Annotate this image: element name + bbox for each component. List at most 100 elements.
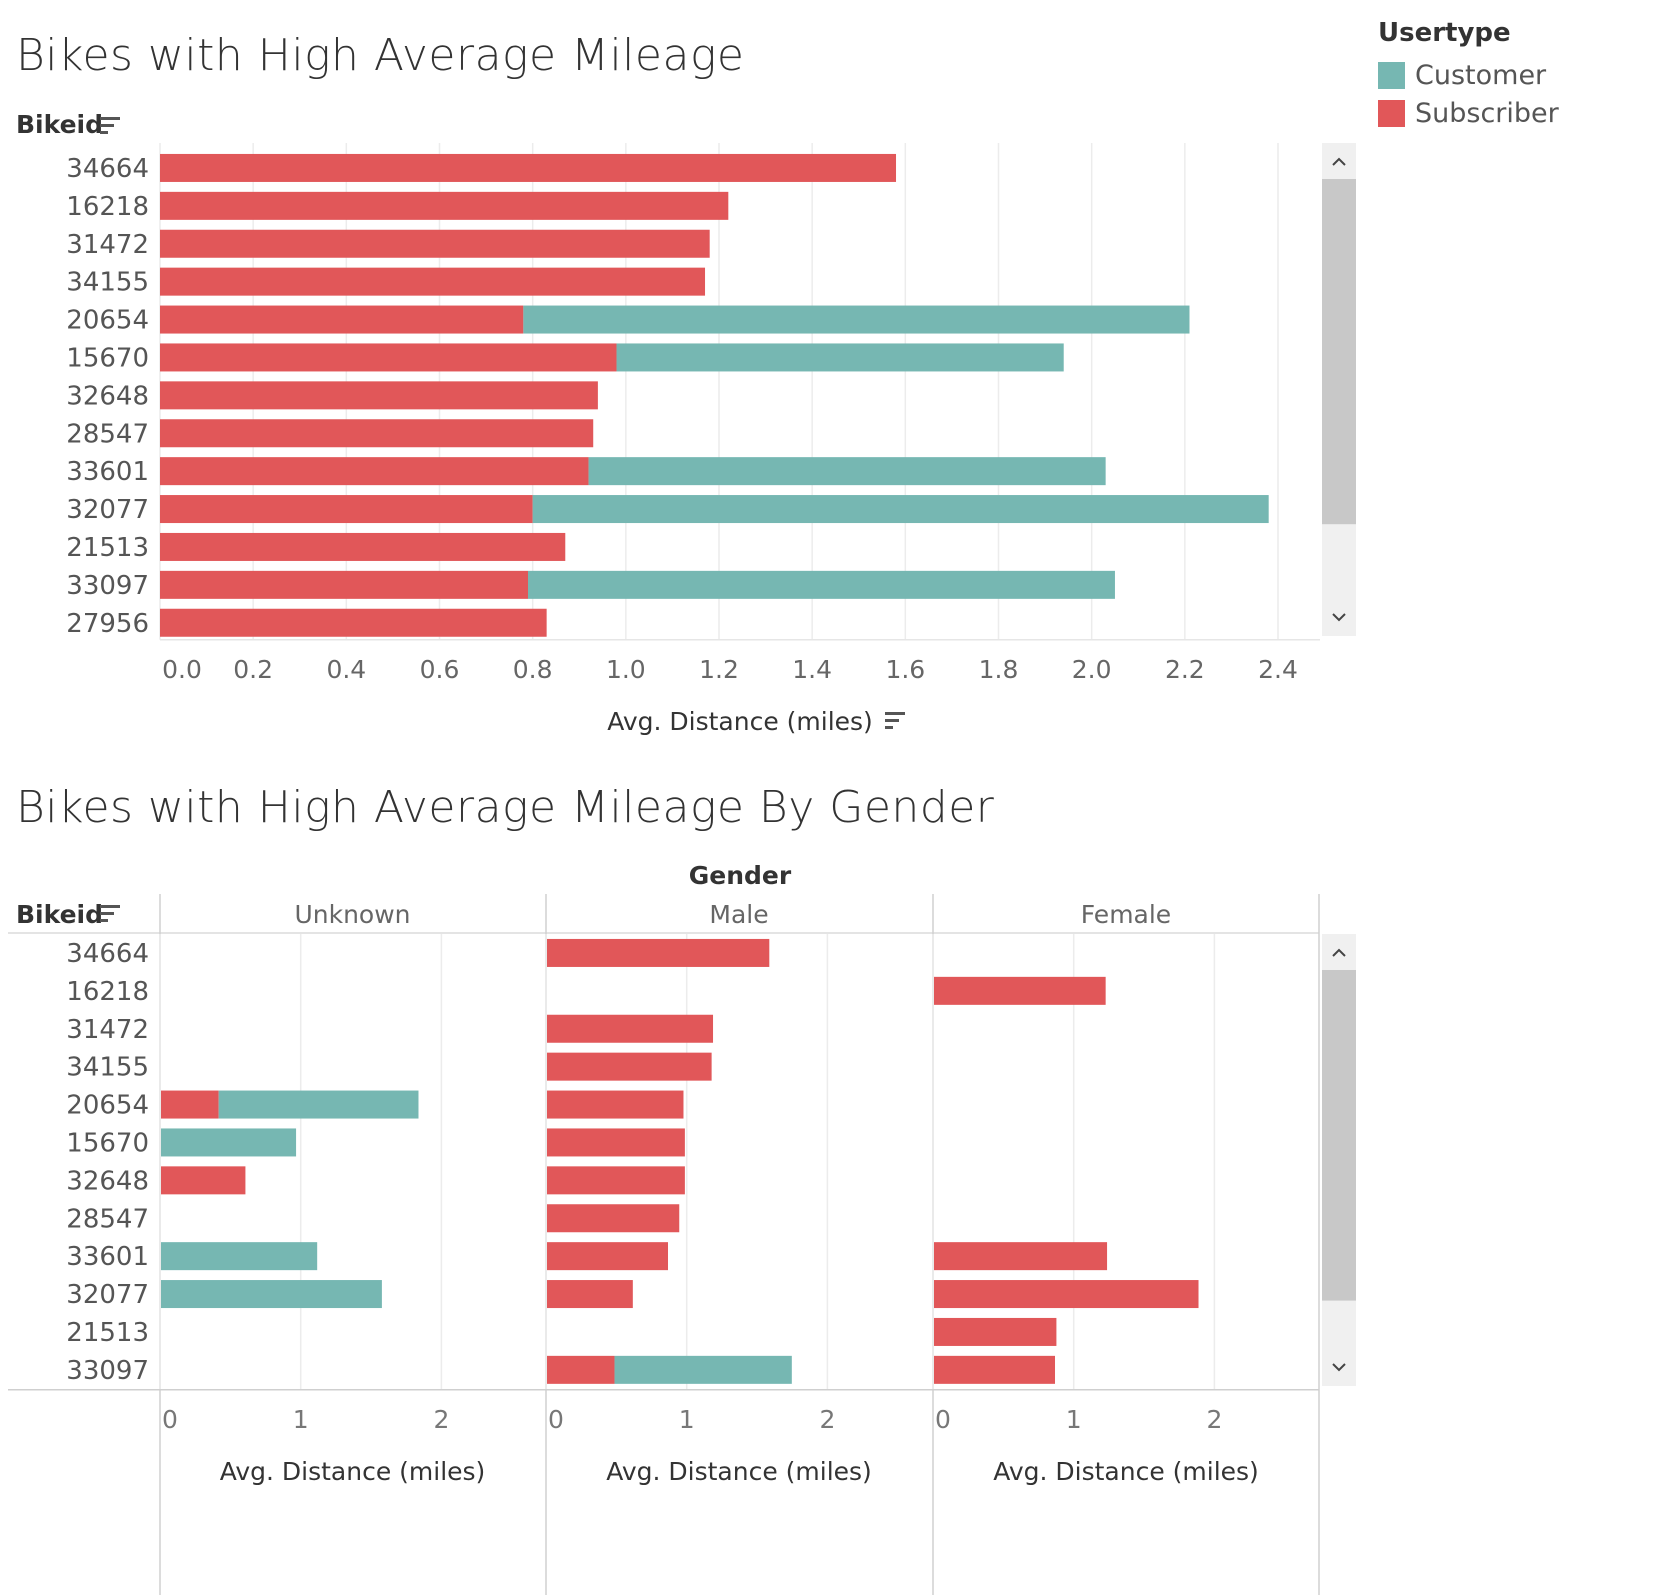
bar-subscriber [160,381,598,410]
bar-subscriber [160,495,533,524]
bar-subscriber [547,1166,685,1195]
bar-subscriber [547,1204,680,1233]
x-tick-label: 0 [162,1405,178,1434]
x-axis-title: Avg. Distance (miles) [607,707,873,736]
panel-header-unknown: Unknown [294,900,410,929]
x-tick-label: 1 [293,1405,309,1434]
sort-icon-line [885,712,905,715]
bar-subscriber [547,1128,685,1157]
bar-subscriber [160,608,547,637]
bar-subscriber [934,1317,1057,1346]
bar-customer [528,570,1115,599]
bikeid-label: 31472 [66,230,149,260]
x-tick-label: 2.0 [1072,655,1112,684]
bar-customer [218,1090,419,1119]
bikeid-label: 33097 [66,1356,149,1386]
x-tick-label: 1.0 [606,655,646,684]
bikeid-label: 33601 [66,457,149,487]
x-tick-label: 2.2 [1165,655,1205,684]
scroll-down-icon[interactable] [1332,1363,1346,1372]
x-tick-label: 1 [1066,1405,1082,1434]
scrollbar-thumb [1322,179,1356,525]
sort-icon[interactable] [100,117,120,134]
bar-customer [614,1355,792,1384]
bar-subscriber [547,1052,712,1081]
bar-subscriber [547,1355,615,1384]
chart-title-1: Bikes with High Average Mileage [16,30,745,81]
bar-subscriber [160,191,729,220]
x-tick-label: 1.2 [699,655,739,684]
chart-title-2: Bikes with High Average Mileage By Gende… [16,782,995,833]
bikeid-label: 28547 [66,419,149,449]
x-tick-label: 0.0 [162,655,202,684]
bar-customer [161,1280,382,1309]
bar-subscriber [160,153,897,182]
bar-subscriber [547,1280,633,1309]
legend-swatch-customer [1378,61,1405,89]
x-tick-label: 0.2 [233,655,273,684]
legend-item-subscriber[interactable]: Subscriber [1378,94,1559,132]
sort-icon-line [100,117,120,120]
sort-icon-line [885,726,893,729]
bar-subscriber [160,532,566,561]
x-tick-label: 2 [819,1405,835,1434]
x-tick-label: 0.6 [420,655,460,684]
legend-title: Usertype [1378,18,1511,48]
gender-header: Gender [689,861,792,890]
sort-icon-line [100,131,108,134]
bikeid-label: 15670 [66,1128,149,1158]
scrollbar-thumb [1322,970,1356,1301]
scroll-down-icon[interactable] [1332,613,1346,622]
bar-subscriber [547,1014,714,1043]
legend-item-customer[interactable]: Customer [1378,56,1559,94]
bikeid-label: 15670 [66,343,149,373]
y-axis-header: Bikeid [16,900,103,929]
bikeid-label: 32077 [66,495,149,525]
bar-customer [161,1128,297,1157]
x-tick-label: 1.4 [792,655,832,684]
bar-subscriber [160,305,524,334]
scroll-up-icon[interactable] [1332,157,1346,166]
bar-subscriber [161,1166,246,1195]
scrollbar[interactable] [1322,143,1356,636]
bikeid-label: 34155 [66,1053,149,1083]
bar-subscriber [160,419,594,448]
legend-label-subscriber: Subscriber [1415,97,1559,129]
scroll-up-icon[interactable] [1332,948,1346,957]
bar-subscriber [161,1090,219,1119]
bar-subscriber [934,1355,1056,1384]
bikeid-label: 34664 [66,939,149,969]
bikeid-label: 16218 [66,192,149,222]
bar-subscriber [934,976,1106,1005]
bar-subscriber [160,570,529,599]
y-axis-header: Bikeid [16,110,103,139]
bar-customer [161,1242,318,1271]
sort-icon[interactable] [100,905,120,922]
axis-sort-icon[interactable] [885,712,905,729]
legend: Usertype Customer Subscriber [1378,18,1559,132]
legend-label-customer: Customer [1415,59,1547,91]
bikeid-label: 28547 [66,1204,149,1234]
bar-chart-mileage-by-gender: Gender Bikeid Unknown 0 1 2 Avg. Distance (mil… [8,861,1356,1595]
bar-customer [523,305,1190,334]
bar-subscriber [160,267,706,296]
bar-subscriber [547,938,770,967]
scrollbar[interactable] [1322,934,1356,1386]
bikeid-label: 33097 [66,571,149,601]
x-tick-label: 0.8 [513,655,553,684]
bikeid-label: 34155 [66,268,149,298]
x-tick-label: 1 [679,1405,695,1434]
bar-customer [532,495,1269,524]
bikeid-label: 31472 [66,1015,149,1045]
bar-customer [588,457,1106,486]
bar-subscriber [547,1090,684,1119]
bikeid-label: 33601 [66,1242,149,1272]
bar-subscriber [160,457,589,486]
bikeid-label: 27956 [66,609,149,639]
x-tick-label: 0.4 [326,655,366,684]
sort-icon-line [100,912,114,915]
x-tick-label: 0 [548,1405,564,1434]
bikeid-label: 32648 [66,1166,149,1196]
x-tick-label: 0 [935,1405,951,1434]
bar-subscriber [547,1242,669,1271]
